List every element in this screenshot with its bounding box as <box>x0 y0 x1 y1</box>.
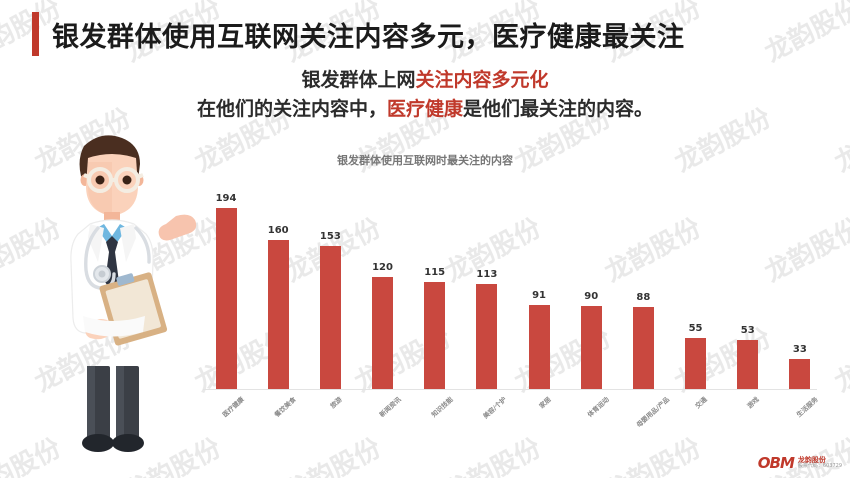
x-axis-label-cell: 美容/个护 <box>464 391 510 439</box>
bar-value-label: 90 <box>584 291 599 302</box>
x-axis-label: 体育运动 <box>586 395 611 419</box>
bar-rect[interactable] <box>215 208 237 390</box>
chart-baseline <box>203 389 817 390</box>
bar-rect[interactable] <box>424 282 446 390</box>
bar-value-label: 53 <box>740 325 755 336</box>
x-axis-label-cell: 新闻资讯 <box>360 391 406 439</box>
bar-rect[interactable] <box>528 305 550 390</box>
bar-rect[interactable] <box>580 306 602 390</box>
bar-column[interactable]: 153 <box>307 190 353 390</box>
bar-rect[interactable] <box>372 277 394 390</box>
x-axis-label: 美容/个护 <box>481 395 508 421</box>
x-axis-label-cell: 体育运动 <box>568 391 614 439</box>
doctor-illustration <box>70 135 197 452</box>
subtitle-line-2-plain-b: 是他们最关注的内容。 <box>463 97 654 120</box>
bar-column[interactable]: 90 <box>568 190 614 390</box>
x-axis-label-cell: 母婴用品/产品 <box>620 391 671 439</box>
x-axis-label: 游戏 <box>745 395 761 411</box>
x-axis-label: 母婴用品/产品 <box>634 395 671 430</box>
page-title: 银发群体使用互联网关注内容多元，医疗健康最关注 <box>52 21 685 53</box>
bar-column[interactable]: 113 <box>464 190 510 390</box>
bar-column[interactable]: 194 <box>203 190 249 390</box>
bar-value-label: 194 <box>215 193 237 204</box>
bar-value-label: 91 <box>532 290 546 301</box>
headline-accent-bar <box>32 12 39 56</box>
bar-rect[interactable] <box>685 338 707 390</box>
subtitle-line-1-plain: 银发群体上网 <box>301 69 416 91</box>
headline-row: 银发群体使用互联网关注内容多元，医疗健康最关注 <box>0 8 850 60</box>
x-axis-label-cell: 旅游 <box>307 391 353 439</box>
bar-value-label: 115 <box>424 267 446 278</box>
x-axis-label: 交通 <box>693 395 709 411</box>
x-axis-label: 生活服务 <box>794 395 820 419</box>
x-axis-label: 餐饮美食 <box>273 395 298 419</box>
bar-rect[interactable] <box>737 340 759 390</box>
chart-title: 银发群体使用互联网时最关注的内容 <box>337 154 513 167</box>
bar-column[interactable]: 160 <box>255 190 301 390</box>
bar-rect[interactable] <box>319 246 341 390</box>
bars-row: 194 160 153 120 115 113 91 90 88 55 53 33 <box>203 190 823 390</box>
subtitle-line-2-plain-a: 在他们的关注内容中， <box>196 97 387 120</box>
watermark-text: 龙韵股份 <box>830 323 850 399</box>
subtitle-line-1: 银发群体上网关注内容多元化 <box>0 66 850 95</box>
brand-logo: OBM 龙韵股份 股票代码：603729 <box>758 454 842 472</box>
subtitle-line-2-highlight: 医疗健康 <box>386 97 463 120</box>
x-axis-label: 家居 <box>537 395 553 411</box>
x-axis-label-cell: 餐饮美食 <box>255 391 301 439</box>
bar-value-label: 33 <box>792 344 807 355</box>
x-axis-label: 新闻资讯 <box>377 395 403 419</box>
subtitle-line-1-highlight: 关注内容多元化 <box>415 69 549 91</box>
subtitle-block: 银发群体上网关注内容多元化 在他们的关注内容中，医疗健康是他们最关注的内容。 <box>0 66 850 123</box>
bar-column[interactable]: 33 <box>777 190 823 390</box>
bar-column[interactable]: 120 <box>360 190 406 390</box>
bar-column[interactable]: 91 <box>516 190 562 390</box>
bar-rect[interactable] <box>632 307 654 390</box>
x-axis-label-cell: 游戏 <box>725 391 771 439</box>
x-axis-label-cell: 知识技能 <box>412 391 458 439</box>
obm-logo-icon: OBM <box>757 454 795 472</box>
bar-rect[interactable] <box>267 240 289 390</box>
bar-column[interactable]: 88 <box>620 190 666 390</box>
subtitle-line-2: 在他们的关注内容中，医疗健康是他们最关注的内容。 <box>0 95 850 124</box>
bar-column[interactable]: 55 <box>673 190 719 390</box>
bar-column[interactable]: 53 <box>725 190 771 390</box>
logo-text-group: 龙韵股份 股票代码：603729 <box>798 456 842 470</box>
bar-chart: 194 160 153 120 115 113 91 90 88 55 53 33 <box>203 190 823 390</box>
bar-value-label: 55 <box>688 323 703 334</box>
x-axis-label-cell: 家居 <box>516 391 562 439</box>
bar-value-label: 113 <box>476 269 498 280</box>
bar-rect[interactable] <box>476 284 498 390</box>
x-axis-label-cell: 生活服务 <box>777 391 823 439</box>
bar-column[interactable]: 115 <box>412 190 458 390</box>
bar-value-label: 160 <box>267 225 289 236</box>
x-axis-label-cell: 医疗健康 <box>203 391 249 439</box>
logo-company-name: 龙韵股份 <box>797 456 826 465</box>
logo-stock-code: 股票代码：603729 <box>797 463 842 470</box>
bar-rect[interactable] <box>789 359 811 390</box>
x-axis-label: 旅游 <box>328 395 344 411</box>
bar-value-label: 120 <box>372 262 393 273</box>
x-axis-label: 医疗健康 <box>221 395 246 419</box>
x-axis-labels: 医疗健康 餐饮美食 旅游 新闻资讯 知识技能 美容/个护 家居 体育运动 母婴用品/产品 交通 游戏… <box>203 391 823 439</box>
x-axis-label: 知识技能 <box>429 395 455 419</box>
bar-value-label: 153 <box>319 231 341 242</box>
bar-value-label: 88 <box>636 292 651 303</box>
x-axis-label-cell: 交通 <box>673 391 719 439</box>
